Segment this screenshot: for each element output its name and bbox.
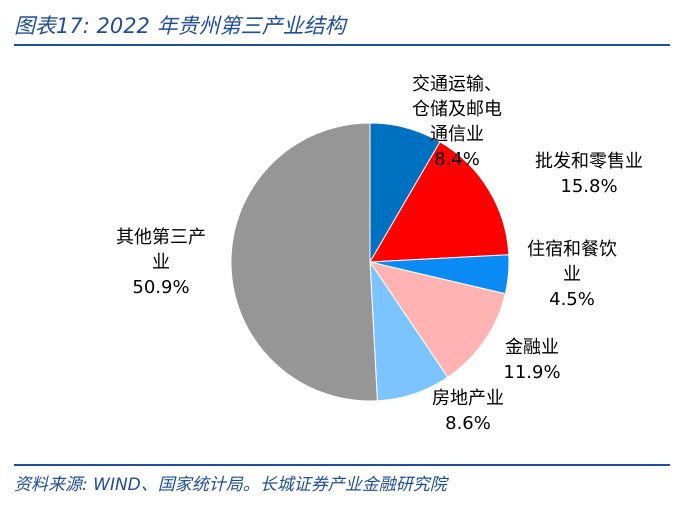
slice-value-label-6: 50.9% — [132, 277, 189, 298]
slice-name-label-4: 金融业 — [505, 337, 559, 358]
slice-name-label-3: 业 — [563, 264, 581, 285]
slice-name-label-5: 房地产业 — [432, 388, 504, 409]
slice-value-label-4: 11.9% — [503, 362, 560, 383]
slice-name-label-1: 仓储及邮电 — [412, 99, 502, 120]
slice-name-label-3: 住宿和餐饮 — [527, 239, 617, 260]
slice-name-label-1: 通信业 — [430, 124, 484, 145]
pie-slice-6 — [230, 122, 378, 402]
slice-name-label-6: 业 — [152, 252, 170, 273]
slice-value-label-2: 15.8% — [560, 176, 617, 197]
pie-slice-2 — [369, 141, 510, 263]
slice-value-label-3: 4.5% — [549, 289, 595, 310]
title-divider — [14, 44, 670, 46]
source-divider — [14, 464, 670, 466]
slice-name-label-2: 批发和零售业 — [535, 151, 643, 172]
chart-title: 图表17: 2022 年贵州第三产业结构 — [14, 14, 346, 38]
source-note: 资料来源: WIND、国家统计局。长城证券产业金融研究院 — [14, 475, 447, 495]
pie-slices — [230, 122, 510, 402]
slice-name-label-6: 其他第三产 — [116, 227, 206, 248]
pie-slice-4 — [368, 261, 506, 378]
slice-value-label-1: 8.4% — [434, 149, 480, 170]
slice-name-label-1: 交通运输、 — [412, 74, 502, 95]
slice-value-label-5: 8.6% — [445, 413, 491, 434]
